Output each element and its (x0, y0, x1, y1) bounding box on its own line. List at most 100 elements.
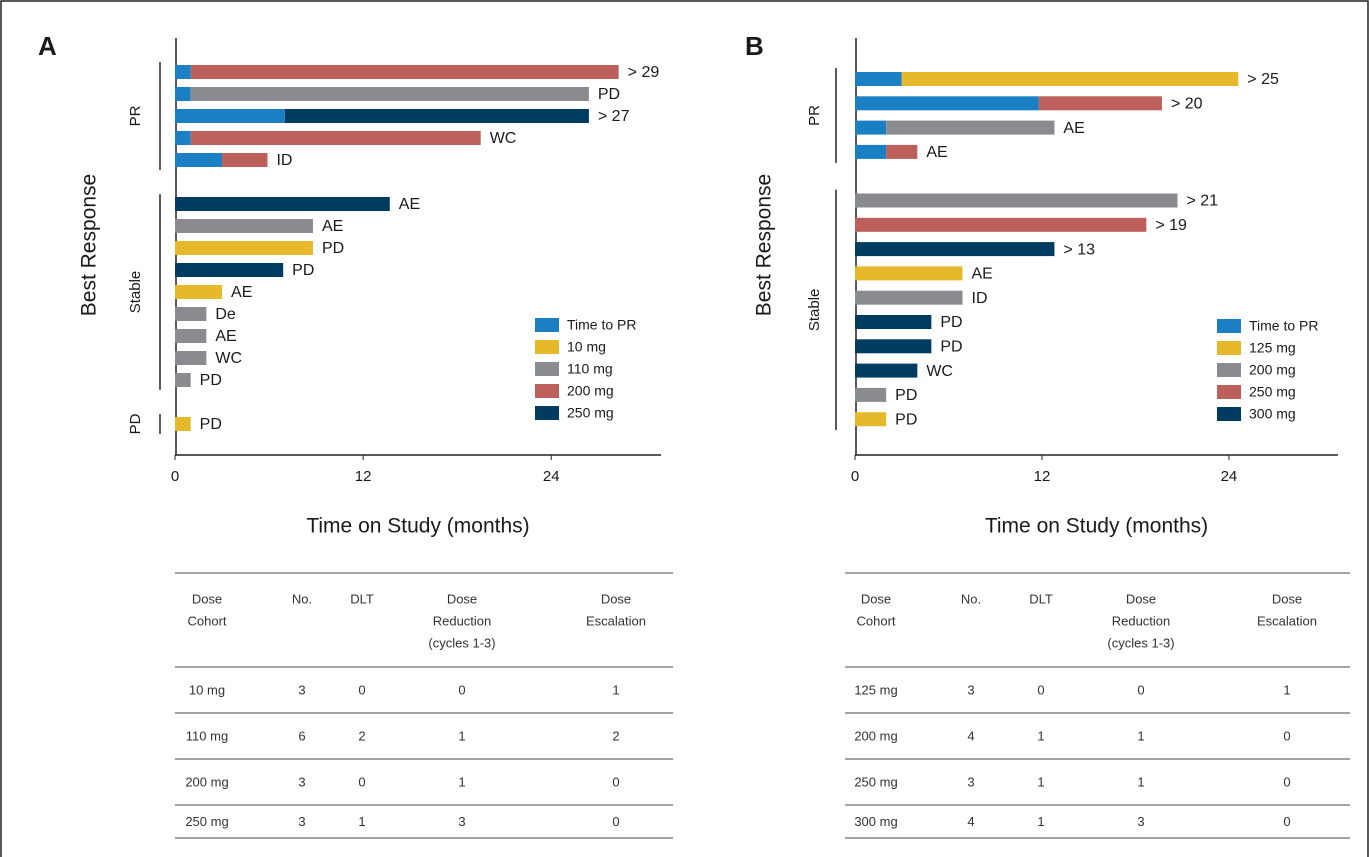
bar-label: PD (200, 416, 222, 433)
table-cell: 0 (358, 774, 365, 789)
table-cell: 4 (967, 728, 974, 743)
bar-segment (284, 109, 589, 123)
table-cell: 3 (458, 814, 465, 829)
table-header: Dose (601, 591, 631, 606)
table-header: (cycles 1-3) (1107, 635, 1174, 650)
bar-label: PD (895, 411, 917, 428)
table-cell: 1 (1283, 682, 1290, 697)
bar-segment (886, 144, 918, 159)
table-cell: 110 mg (186, 728, 228, 743)
bar-segment (175, 87, 191, 101)
table-cell: 0 (612, 814, 619, 829)
bar-segment (175, 153, 223, 167)
bar-segment (175, 65, 191, 79)
legend-swatch (535, 406, 559, 420)
table-cell: 0 (1283, 814, 1290, 829)
bar-segment (855, 339, 932, 354)
bar-label: AE (322, 218, 343, 235)
bar-segment (175, 417, 191, 431)
table-cell: 0 (1037, 682, 1044, 697)
bar-segment (175, 351, 207, 365)
bar-segment (190, 65, 619, 79)
bar-label: AE (399, 196, 420, 213)
table-cell: 1 (612, 682, 619, 697)
table-header: DLT (350, 591, 374, 606)
legend-label: 10 mg (567, 339, 606, 355)
table-cell: 1 (1137, 728, 1144, 743)
legend-label: 300 mg (1249, 406, 1296, 422)
bar-segment (855, 193, 1178, 208)
bar-label: ID (972, 290, 988, 307)
x-tick-label: 24 (543, 468, 560, 485)
bar-segment (855, 315, 932, 329)
table-cell: 300 mg (854, 814, 897, 829)
group-label: PR (806, 105, 823, 126)
bar-label: De (215, 306, 236, 323)
table-header: Cohort (187, 613, 226, 628)
table-cell: 2 (612, 728, 619, 743)
bar-label: WC (215, 350, 242, 367)
bar-label: AE (215, 328, 236, 345)
y-axis-title: Best Response (753, 174, 776, 316)
legend-swatch (535, 362, 559, 376)
bar-label: ID (276, 152, 292, 169)
bar-segment (175, 241, 313, 255)
legend-swatch (535, 384, 559, 398)
bar-segment (175, 373, 191, 387)
bar-segment (855, 363, 918, 378)
x-tick-label: 24 (1221, 468, 1238, 485)
table-cell: 3 (1137, 814, 1144, 829)
bar-label: AE (926, 144, 947, 161)
legend-label: 250 mg (1249, 384, 1296, 400)
panel-label: A (38, 31, 57, 61)
legend-swatch (535, 340, 559, 354)
table-header: Escalation (1257, 613, 1317, 628)
bar-label: PD (292, 262, 314, 279)
bar-segment (1038, 96, 1162, 111)
table-cell: 0 (612, 774, 619, 789)
group-label: Stable (127, 271, 144, 314)
bar-segment (175, 219, 313, 233)
legend-label: 125 mg (1249, 340, 1296, 356)
bar-label: PD (322, 240, 344, 257)
table-header: Cohort (856, 613, 895, 628)
bar-label: WC (926, 363, 953, 380)
bar-segment (901, 72, 1239, 86)
bar-segment (175, 131, 191, 145)
bar-label: AE (1063, 120, 1084, 137)
bar-segment (855, 120, 887, 135)
table-cell: 4 (967, 814, 974, 829)
x-axis-title: Time on Study (months) (985, 515, 1208, 538)
bar-segment (855, 144, 887, 159)
bar-segment (855, 266, 963, 281)
x-tick-label: 12 (1034, 468, 1051, 485)
table-cell: 125 mg (854, 682, 897, 697)
legend-swatch (1217, 407, 1241, 421)
table-header: Dose (1272, 591, 1302, 606)
x-tick-label: 12 (355, 468, 372, 485)
table-cell: 1 (458, 728, 465, 743)
table-header: Dose (447, 591, 477, 606)
table-cell: 1 (1037, 728, 1044, 743)
bar-segment (855, 387, 887, 402)
x-tick-label: 0 (851, 468, 859, 485)
table-cell: 1 (1037, 774, 1044, 789)
bar-segment (222, 153, 268, 167)
bar-segment (855, 72, 902, 86)
table-cell: 6 (298, 728, 305, 743)
bar-segment (175, 197, 390, 211)
table-header: DLT (1029, 591, 1053, 606)
x-tick-label: 0 (171, 468, 179, 485)
group-label: Stable (806, 289, 823, 332)
group-label: PD (127, 413, 144, 434)
table-header: Dose (192, 591, 222, 606)
table-cell: 0 (1137, 682, 1144, 697)
table-header: No. (292, 591, 312, 606)
table-header: Reduction (433, 613, 492, 628)
table-header: Dose (1126, 591, 1156, 606)
bar-label: AE (231, 284, 252, 301)
table-cell: 3 (298, 814, 305, 829)
bar-segment (175, 329, 207, 343)
y-axis-title: Best Response (78, 174, 101, 316)
